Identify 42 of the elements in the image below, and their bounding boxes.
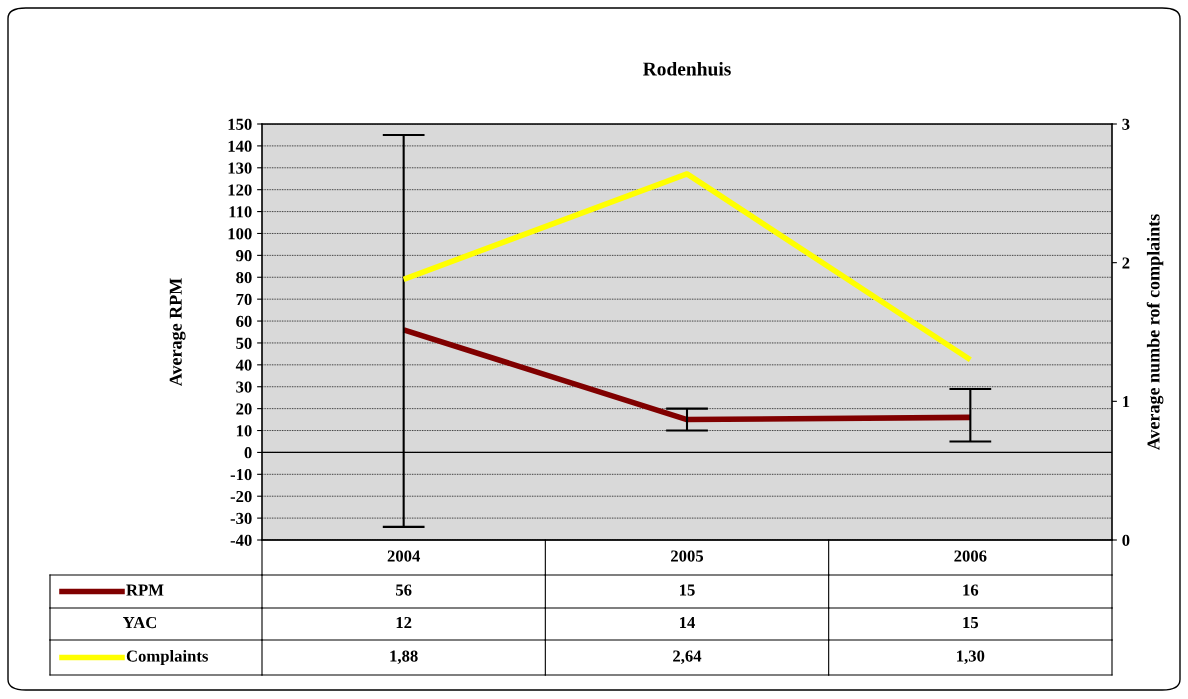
data-label: 56 bbox=[396, 584, 412, 596]
x-tick-label: 2004 bbox=[387, 550, 421, 562]
text: 15 bbox=[963, 617, 979, 629]
y2-tick-label: 3 bbox=[1122, 118, 1130, 130]
x-tick-label: 2005 bbox=[671, 550, 704, 562]
y2-tick-label: 1 bbox=[1123, 396, 1130, 408]
y-tick-label: 20 bbox=[236, 403, 252, 415]
data-label: 1,30 bbox=[957, 650, 985, 665]
y-tick-label: 130 bbox=[228, 162, 252, 174]
y2-tick-label: 0 bbox=[1122, 534, 1130, 546]
y-tick-label: 40 bbox=[235, 359, 252, 371]
data-label: 2,64 bbox=[673, 650, 702, 665]
y-tick-label: 150 bbox=[228, 118, 252, 130]
y-tick-label: 50 bbox=[236, 337, 252, 349]
text: 14 bbox=[680, 617, 696, 629]
legend-label: RPM bbox=[126, 584, 164, 596]
y-tick-label: 80 bbox=[236, 271, 252, 284]
y-tick-label: 0 bbox=[244, 447, 252, 459]
data-label: 16 bbox=[963, 584, 979, 596]
data-label: 1,88 bbox=[390, 650, 418, 665]
y-axis-title: Average RPM bbox=[169, 278, 186, 387]
y-tick-label: 60 bbox=[236, 315, 252, 327]
y-tick-label: 140 bbox=[228, 140, 252, 152]
y-tick-label: 100 bbox=[228, 228, 252, 240]
y-tick-label: 30 bbox=[236, 381, 252, 393]
y-tick-label: 120 bbox=[228, 184, 252, 196]
y-tick-label: -10 bbox=[230, 469, 252, 481]
data-label: 15 bbox=[680, 584, 695, 596]
y2-axis-title: Average numbe rof complaints bbox=[1146, 214, 1164, 451]
y-tick-label: -30 bbox=[230, 512, 252, 525]
text: 12 bbox=[396, 616, 412, 629]
y-tick-label: 70 bbox=[236, 293, 252, 306]
y-tick-label: 90 bbox=[236, 250, 252, 262]
y-tick-label: 10 bbox=[236, 425, 252, 437]
y-tick-label: 110 bbox=[229, 206, 252, 218]
text: YAC bbox=[123, 616, 157, 629]
y-tick-label: -20 bbox=[230, 490, 252, 503]
chart-title: Rodenhuis bbox=[643, 61, 731, 76]
x-tick-label: 2006 bbox=[954, 550, 987, 562]
legend-label: Complaints bbox=[126, 649, 209, 666]
y-tick-label: -40 bbox=[230, 534, 252, 546]
y2-tick-label: 2 bbox=[1122, 257, 1130, 269]
